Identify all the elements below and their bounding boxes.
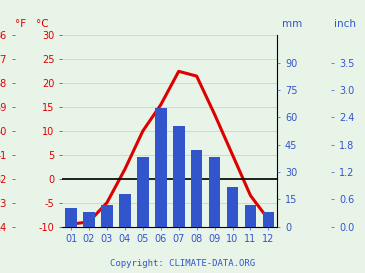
Bar xyxy=(83,212,95,227)
Bar xyxy=(245,205,256,227)
Text: °C: °C xyxy=(36,19,48,29)
Bar xyxy=(209,158,220,227)
Bar xyxy=(155,108,166,227)
Bar xyxy=(137,158,149,227)
Text: mm: mm xyxy=(282,19,302,29)
Bar xyxy=(119,194,131,227)
Bar xyxy=(173,126,185,227)
Text: Copyright: CLIMATE-DATA.ORG: Copyright: CLIMATE-DATA.ORG xyxy=(110,259,255,268)
Bar xyxy=(101,205,113,227)
Bar xyxy=(262,212,274,227)
Bar xyxy=(191,150,203,227)
Bar xyxy=(65,208,77,227)
Text: inch: inch xyxy=(334,19,356,29)
Bar xyxy=(227,186,238,227)
Text: °F: °F xyxy=(15,19,26,29)
